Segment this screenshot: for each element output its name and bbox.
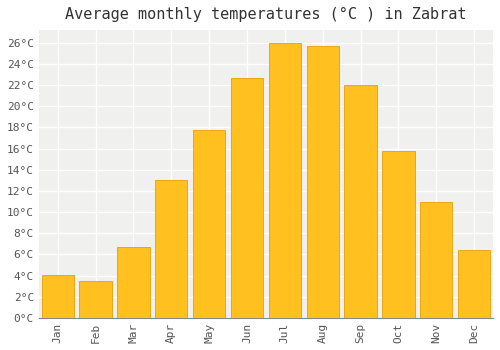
- Bar: [344, 85, 376, 318]
- Title: Average monthly temperatures (°C ) in Zabrat: Average monthly temperatures (°C ) in Za…: [65, 7, 466, 22]
- Bar: [80, 281, 112, 318]
- Bar: [231, 78, 263, 318]
- Bar: [155, 180, 188, 318]
- Bar: [382, 151, 414, 318]
- Bar: [306, 46, 339, 318]
- Bar: [269, 43, 301, 318]
- Bar: [42, 274, 74, 318]
- Bar: [420, 202, 452, 318]
- Bar: [193, 130, 225, 318]
- Bar: [458, 250, 490, 318]
- Bar: [118, 247, 150, 318]
